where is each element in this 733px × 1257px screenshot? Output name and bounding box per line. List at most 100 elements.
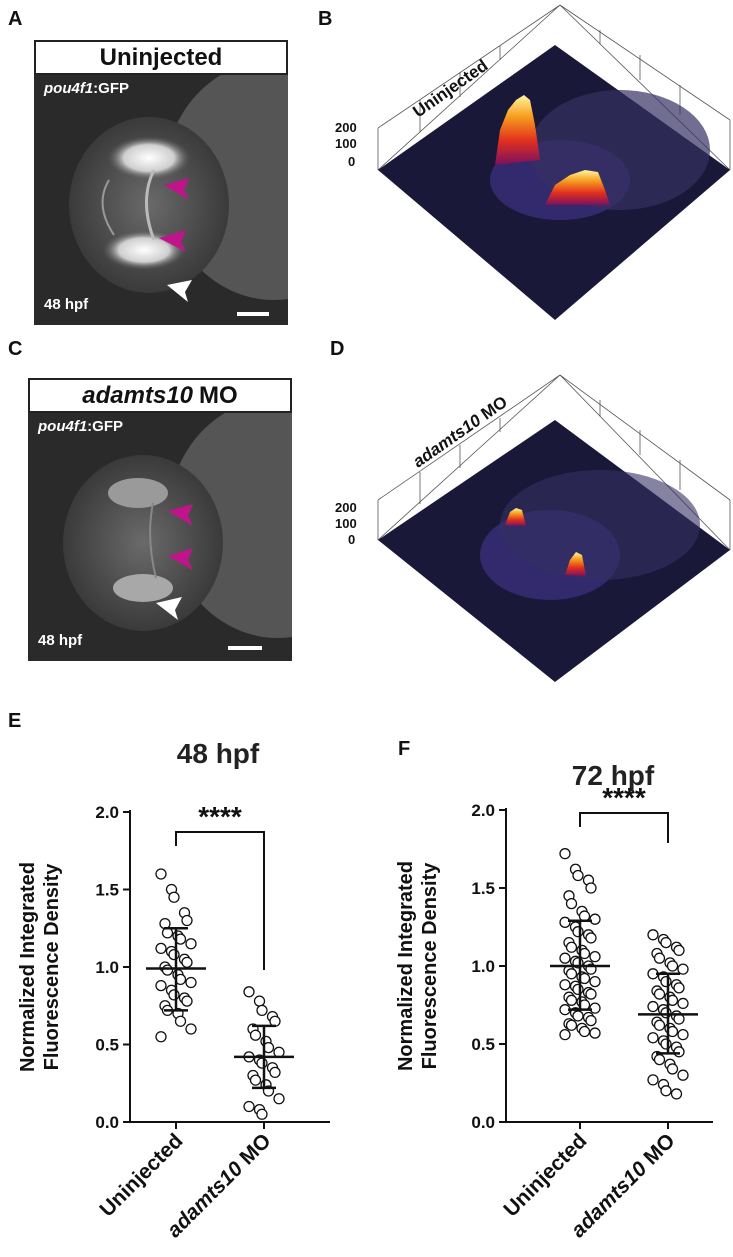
chart-title: 48 hpf (177, 738, 260, 769)
data-point (589, 950, 601, 963)
data-point (585, 988, 597, 1000)
chart-title: 72 hpf (572, 760, 655, 791)
data-point (155, 942, 167, 955)
data-point (585, 882, 597, 894)
scale-bar (228, 646, 262, 650)
data-point (585, 1014, 597, 1027)
data-point (181, 995, 193, 1007)
surface-plot-uninjected: 200 100 0 Uninjected (335, 4, 731, 320)
data-point (565, 1019, 578, 1031)
panel-label-b: B (318, 8, 333, 30)
category-label: Uninjected (95, 1129, 187, 1221)
data-point (677, 997, 689, 1010)
y-tick-label: 2.0 (471, 801, 495, 820)
data-point (673, 982, 685, 994)
data-point (572, 1010, 584, 1022)
micrograph-title: Uninjected (34, 40, 288, 75)
data-point (585, 932, 597, 944)
reporter-label: pou4f1:GFP (38, 418, 124, 435)
data-point (155, 979, 167, 992)
panel-label-f: F (398, 738, 411, 760)
data-point (677, 1028, 689, 1041)
data-point (647, 1074, 659, 1086)
y-tick-label: 0.0 (471, 1113, 495, 1132)
micrograph-adamts10-mo: adamts10 MO pou4f1:GFP 48 hpf (28, 378, 292, 661)
z-tick: 200 (335, 120, 357, 135)
z-tick: 0 (348, 154, 355, 169)
data-point (253, 995, 266, 1007)
data-point (660, 975, 672, 988)
significance-bracket (175, 831, 265, 970)
stage-label: 48 hpf (38, 632, 83, 649)
micrograph-image (69, 60, 288, 316)
micrograph-title: adamts10 MO (28, 378, 292, 413)
magenta-arrowhead-icon (168, 504, 193, 526)
data-point (565, 994, 578, 1006)
data-point (256, 1057, 268, 1069)
data-point (168, 891, 180, 903)
category-label: Uninjected (499, 1129, 591, 1221)
z-tick: 100 (335, 516, 357, 531)
data-point (660, 1007, 672, 1019)
y-axis-label: Normalized Integrated Fluorescence Densit… (395, 861, 441, 1071)
data-point (168, 989, 180, 1001)
data-point (660, 1038, 672, 1050)
panel-label-a: A (8, 8, 23, 30)
data-point (181, 956, 193, 969)
data-point (565, 941, 578, 953)
data-point (559, 1028, 571, 1041)
data-point (578, 1025, 591, 1038)
data-point (589, 913, 601, 925)
data-point (677, 963, 689, 975)
data-point (565, 897, 578, 910)
data-point (572, 983, 584, 996)
data-point (653, 1053, 666, 1066)
data-point (269, 1066, 281, 1079)
y-axis-label: Normalized Integrated Fluorescence Densit… (17, 862, 63, 1072)
data-point (666, 1063, 679, 1075)
data-point (589, 1027, 601, 1039)
data-point (673, 1046, 685, 1058)
data-point (589, 975, 601, 988)
data-point (256, 1108, 268, 1120)
y-tick-label: 0.5 (471, 1035, 495, 1054)
data-point (559, 916, 571, 928)
surface-plot-adamts10-mo: 200 100 0 adamts10 MO (335, 374, 731, 682)
scale-bar (237, 312, 269, 316)
magenta-arrowhead-icon (159, 230, 186, 252)
data-point (660, 1085, 672, 1097)
stage-label: 48 hpf (44, 296, 89, 313)
panel-label-d: D (330, 338, 345, 360)
significance-stars: **** (602, 782, 646, 813)
data-point (174, 1015, 187, 1027)
data-point (653, 988, 666, 1000)
panel-label-e: E (8, 710, 22, 732)
data-point (181, 914, 193, 927)
data-point (647, 1032, 659, 1044)
y-tick-label: 1.0 (95, 958, 119, 977)
magenta-arrowhead-icon (164, 178, 189, 200)
data-point (559, 848, 571, 860)
data-point (666, 960, 679, 972)
significance-stars: **** (198, 801, 242, 832)
data-point (161, 964, 174, 976)
data-point (155, 1031, 167, 1043)
data-point (249, 1029, 262, 1041)
significance-bracket (579, 812, 669, 843)
y-tick-label: 2.0 (95, 803, 119, 822)
data-point (673, 944, 685, 957)
data-point (647, 1000, 659, 1013)
y-tick-label: 1.5 (95, 881, 119, 900)
data-point (589, 1002, 601, 1014)
data-point (565, 968, 578, 980)
data-point (559, 952, 571, 964)
data-point (185, 976, 197, 989)
data-point (653, 952, 666, 964)
data-point (660, 936, 672, 949)
data-point (185, 1023, 197, 1035)
y-tick-label: 1.0 (471, 957, 495, 976)
data-point (256, 1004, 268, 1017)
data-point (647, 929, 659, 941)
white-arrowhead-icon (167, 280, 192, 302)
data-point (249, 1074, 262, 1086)
